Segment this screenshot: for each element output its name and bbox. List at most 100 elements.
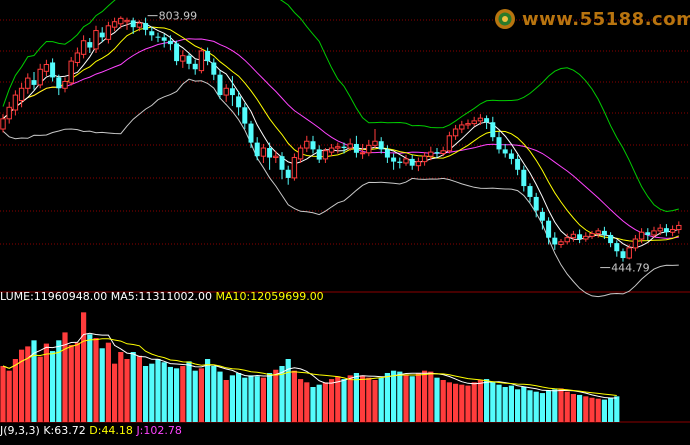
volume-bar (546, 390, 552, 422)
candle (409, 154, 415, 170)
candle (558, 239, 564, 248)
volume-bar (391, 370, 397, 422)
candle (99, 27, 105, 43)
candle-body (446, 135, 453, 152)
volume-info-bar: LUME:11960948.00 MA5:11311002.00 MA10:12… (0, 290, 324, 304)
volume-bar (366, 377, 372, 422)
volume-bar (37, 356, 43, 422)
volume-bar (12, 359, 18, 422)
candle (43, 59, 50, 77)
candle (74, 47, 81, 67)
candle (496, 131, 502, 154)
kdj-info-bar: J(9,3,3) K:63.72 D:44.18 J:102.78 (0, 424, 182, 438)
volume-bar (267, 373, 273, 422)
candle (12, 90, 19, 116)
candle (663, 224, 669, 237)
candle (335, 142, 341, 154)
candle (452, 124, 459, 140)
volume-bar (155, 359, 161, 422)
candle-body (657, 227, 663, 232)
volume-bar (484, 379, 490, 422)
candle-body (6, 106, 12, 120)
volume-bar (403, 374, 409, 422)
candle-body (229, 88, 235, 96)
candle (149, 27, 155, 41)
volume-bar (217, 371, 223, 422)
candle (384, 145, 390, 163)
volume-bar (112, 363, 118, 422)
volume-bar (552, 389, 558, 422)
candle-body (37, 68, 43, 86)
candle-body (638, 231, 645, 240)
volume-bar (174, 368, 180, 422)
candle (378, 137, 384, 154)
volume-bar (242, 377, 248, 422)
candle-body (143, 23, 149, 30)
candle-body (496, 137, 502, 150)
boll-upper-line (2, 0, 679, 213)
candle (143, 17, 149, 36)
volume-bar (583, 396, 589, 422)
candle-body (80, 40, 87, 55)
candle-body (669, 229, 676, 233)
candle (192, 59, 198, 75)
volume-bar (248, 375, 254, 422)
candle (515, 154, 521, 176)
candle-body (570, 233, 577, 239)
candle-body (589, 233, 595, 237)
candle (180, 50, 186, 68)
candle-body (310, 141, 316, 150)
candle-body (111, 21, 118, 28)
candle (118, 16, 124, 29)
candle (366, 139, 372, 157)
candle-body (577, 234, 583, 240)
volume-bar (93, 338, 99, 422)
volume-bar (304, 382, 310, 422)
candle (18, 82, 25, 108)
candle (446, 131, 453, 154)
volume-bar (68, 345, 74, 422)
candle-body (490, 122, 496, 138)
candle-body (409, 158, 415, 166)
candle (651, 226, 657, 238)
annotation-label: 444.79 (611, 262, 650, 275)
candle-body (515, 158, 521, 170)
candle-body (155, 36, 161, 38)
volume-bar (236, 373, 242, 422)
candle-body (291, 157, 298, 179)
candle (508, 149, 514, 165)
candle (608, 232, 614, 248)
candle-body (415, 161, 422, 167)
volume-bar (335, 376, 341, 422)
kdj-j-value: 102.78 (143, 424, 182, 437)
grid-lines (0, 19, 690, 245)
candle (304, 135, 310, 153)
candle-body (248, 123, 254, 143)
candle (111, 17, 118, 32)
volume-bar (589, 397, 595, 422)
volume-bar (570, 394, 576, 422)
volume-bar (347, 375, 353, 422)
price-annotation: 803.99 (147, 10, 197, 23)
candle-body (267, 148, 273, 158)
candle-body (663, 228, 669, 233)
candle-body (0, 118, 6, 130)
volume-value: 11960948.00 (33, 290, 108, 303)
candle (347, 138, 353, 151)
candle-body (552, 237, 558, 245)
volume-bar (43, 343, 49, 422)
volume-bar (50, 351, 56, 422)
candle (6, 101, 12, 124)
candle-body (564, 237, 570, 243)
candle-body (124, 19, 130, 23)
candle (657, 224, 663, 235)
volume-bar (521, 387, 527, 422)
candle (353, 135, 359, 158)
volume-bar (515, 389, 521, 422)
volume-bar (25, 346, 31, 422)
candle-body (645, 232, 651, 235)
volume-bars (0, 312, 620, 422)
volume-bar (422, 370, 428, 422)
volume-bar (81, 312, 87, 422)
volume-bar (539, 393, 545, 422)
